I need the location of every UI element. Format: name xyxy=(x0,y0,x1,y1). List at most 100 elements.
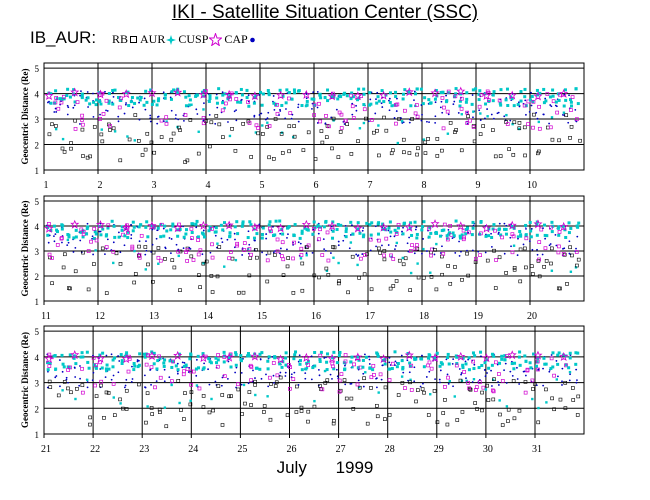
cap-point xyxy=(138,240,141,243)
aur-point xyxy=(74,397,77,401)
cusp-point xyxy=(171,359,175,364)
cusp-point xyxy=(149,365,154,370)
rb-point xyxy=(287,124,292,129)
cusp-point xyxy=(395,102,400,107)
aur-point xyxy=(162,364,166,368)
cusp-point xyxy=(500,379,505,383)
rb-point xyxy=(230,256,235,261)
cusp-point xyxy=(56,106,61,111)
cap-point xyxy=(123,112,126,115)
cap-point xyxy=(92,92,94,95)
cusp-point xyxy=(265,258,270,263)
aur-point xyxy=(197,366,201,370)
rb-point xyxy=(507,147,511,151)
cusp-point xyxy=(344,118,348,123)
rb-point xyxy=(163,257,167,261)
aur-point xyxy=(490,235,494,239)
cusp-point xyxy=(387,378,392,382)
cusp-star-point xyxy=(353,223,363,233)
aur-point xyxy=(268,220,272,224)
rb-point xyxy=(342,378,347,382)
cap-point xyxy=(351,224,353,227)
aur-point xyxy=(188,98,192,102)
x-tick-label: 13 xyxy=(149,311,159,322)
cap-point xyxy=(415,226,418,228)
cap-point xyxy=(351,102,354,105)
aur-point xyxy=(226,97,230,101)
rb-point xyxy=(349,152,354,156)
cap-point xyxy=(466,249,468,252)
cap-point xyxy=(544,237,547,240)
rb-point xyxy=(357,276,361,280)
aur-point xyxy=(361,365,365,369)
cusp-star-point xyxy=(276,223,286,233)
rb-point xyxy=(493,154,498,159)
cusp-point xyxy=(55,243,60,247)
cap-point xyxy=(554,233,557,236)
rb-point xyxy=(466,273,471,278)
cap-point xyxy=(550,354,553,356)
aur-point xyxy=(144,89,148,93)
rb-point xyxy=(313,157,318,161)
rb-point xyxy=(274,380,279,385)
aur-point xyxy=(300,231,304,235)
aur-point xyxy=(432,356,436,360)
cap-point xyxy=(272,95,275,97)
cap-point xyxy=(542,384,545,387)
cusp-point xyxy=(288,111,293,115)
rb-point xyxy=(241,290,246,295)
cusp-point xyxy=(104,98,109,103)
cap-point xyxy=(317,232,320,235)
rb-point xyxy=(497,255,502,260)
rb-point xyxy=(512,267,517,272)
aur-point xyxy=(261,226,265,230)
cusp-point xyxy=(494,258,498,262)
rb-point xyxy=(121,406,125,411)
rb-point xyxy=(145,391,150,396)
rb-point xyxy=(99,132,104,137)
rb-point xyxy=(326,273,331,277)
aur-point xyxy=(190,222,194,226)
rb-point xyxy=(568,136,572,140)
aur-point xyxy=(483,361,487,365)
aur-point xyxy=(332,350,336,354)
aur-point xyxy=(61,362,65,366)
cusp-point xyxy=(288,365,292,369)
aur-point xyxy=(267,223,271,227)
rb-point xyxy=(523,153,527,158)
cap-point xyxy=(54,233,57,236)
rb-point xyxy=(158,410,162,414)
aur-point xyxy=(389,230,393,234)
aur-point xyxy=(323,96,327,100)
rb-point xyxy=(433,248,437,252)
rb-point xyxy=(420,387,425,391)
aur-point xyxy=(170,383,173,387)
cusp-point xyxy=(271,361,276,365)
cap-point xyxy=(72,106,75,109)
cusp-point xyxy=(93,383,97,388)
aur-point xyxy=(281,94,285,98)
cusp-point xyxy=(441,251,446,256)
rb-point xyxy=(50,281,54,286)
aur-point xyxy=(113,130,117,133)
aur-point xyxy=(322,225,326,229)
x-tick-label: 2 xyxy=(98,180,103,191)
aur-point xyxy=(361,358,365,362)
cusp-star-point xyxy=(198,353,208,363)
cap-point xyxy=(104,253,106,255)
cap-point xyxy=(375,245,377,248)
cusp-point xyxy=(494,360,498,365)
cap-point xyxy=(413,366,416,369)
cap-point xyxy=(201,253,204,256)
aur-point xyxy=(464,232,468,236)
cap-point xyxy=(509,119,512,122)
rb-point xyxy=(387,413,392,417)
cusp-point xyxy=(197,386,202,391)
cusp-point xyxy=(557,244,561,249)
aur-point xyxy=(305,99,309,103)
cap-point xyxy=(58,359,61,361)
cap-point xyxy=(419,385,422,388)
aur-point xyxy=(49,101,53,105)
cusp-point xyxy=(343,359,348,364)
aur-point xyxy=(107,367,111,371)
